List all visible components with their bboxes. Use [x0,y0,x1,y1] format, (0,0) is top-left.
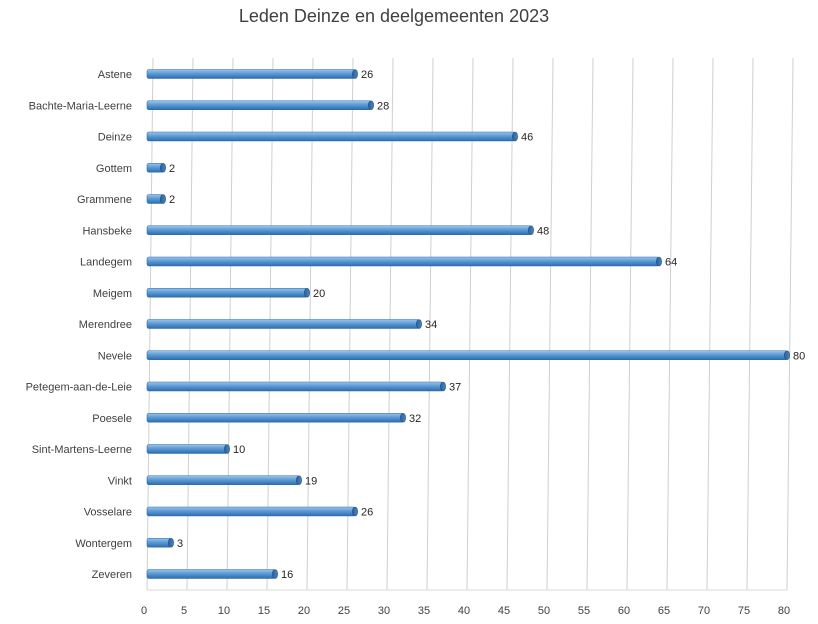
gridline [746,57,754,591]
bar [146,287,308,298]
bar-cap [440,381,446,392]
bar-cap [656,256,662,267]
category-label: Meigem [93,288,132,300]
bars [146,69,790,579]
x-tick-label: 75 [738,605,750,617]
category-label: Grammene [77,194,132,206]
category-label: Zeveren [92,569,132,581]
gridline [466,57,474,591]
data-label: 2 [169,194,175,206]
gridline [426,57,434,591]
data-label: 64 [665,257,677,269]
x-tick-label: 60 [618,605,630,617]
bar-cap [168,537,174,548]
bar-cap [160,162,166,173]
data-label: 26 [361,69,373,81]
category-label: Hansbeke [82,225,132,237]
data-label: 48 [537,225,549,237]
data-label: 37 [449,382,461,394]
bar-cap [416,319,422,329]
data-label: 46 [521,132,533,144]
bar-cap [296,475,302,486]
data-label: 80 [793,350,805,362]
bar [146,506,356,517]
bar [146,100,372,111]
bar-cap [352,69,358,79]
category-label: Sint-Martens-Leerne [32,444,132,456]
bar [146,69,356,79]
x-tick-label: 70 [698,605,710,617]
bar [146,131,516,142]
category-label: Poesele [92,413,132,425]
category-label: Gottem [96,163,132,175]
labels: Astene 26 Bachte-Maria-Leerne 28 Deinze 46 Got… [26,69,806,581]
bar-cap [272,569,278,579]
category-label: Vinkt [108,475,132,487]
category-label: Vosselare [84,507,132,519]
bar [146,225,532,236]
category-label: Landegem [80,257,132,269]
gridline [786,57,794,591]
bar [146,381,444,392]
data-label: 2 [169,163,175,175]
bar-cap [160,194,166,204]
x-tick-label: 0 [141,605,147,617]
bar-cap [304,287,310,298]
x-tick-label: 45 [498,605,510,617]
data-label: 19 [305,475,317,487]
category-label: Nevele [98,350,132,362]
data-label: 16 [281,569,293,581]
data-label: 34 [425,319,437,331]
bar-cap [512,131,518,142]
x-tick-label: 40 [458,605,470,617]
bar [146,412,404,423]
bar-cap [352,506,358,517]
data-label: 3 [177,538,183,550]
x-tick-label: 5 [181,605,187,617]
bar-cap [528,225,534,236]
gridline [706,57,714,591]
bar [146,569,276,579]
x-tick-label: 15 [258,605,270,617]
x-tick-label: 80 [778,605,790,617]
bar-cap [784,350,790,361]
gridline [666,57,674,591]
gridlines: 0 5 10 15 20 25 30 35 40 45 50 55 60 65 70 75 80 [141,57,794,617]
gridline [546,57,554,591]
x-tick-label: 20 [298,605,310,617]
category-label: Deinze [98,132,132,144]
x-tick-label: 30 [378,605,390,617]
x-tick-label: 35 [418,605,430,617]
bar-cap [224,444,230,454]
category-label: Astene [98,69,132,81]
x-tick-label: 65 [658,605,670,617]
bar [146,444,228,454]
bar [146,475,300,486]
x-tick-label: 50 [538,605,550,617]
bar [146,256,660,267]
gridline [586,57,594,591]
bar [146,350,788,361]
data-label: 26 [361,507,373,519]
bar-cap [368,100,374,111]
bar [146,319,420,329]
gridline [626,57,634,591]
category-label: Wontergem [75,538,132,550]
x-tick-label: 25 [338,605,350,617]
data-label: 10 [233,444,245,456]
bar [146,537,172,548]
x-tick-label: 10 [218,605,230,617]
category-label: Petegem-aan-de-Leie [26,382,132,394]
category-label: Bachte-Maria-Leerne [29,100,132,112]
data-label: 20 [313,288,325,300]
x-tick-label: 55 [578,605,590,617]
bar-cap [400,412,406,423]
gridline [506,57,514,591]
category-label: Merendree [79,319,132,331]
data-label: 32 [409,413,421,425]
data-label: 28 [377,100,389,112]
chart-title: Leden Deinze en deelgemeenten 2023 [238,6,550,26]
